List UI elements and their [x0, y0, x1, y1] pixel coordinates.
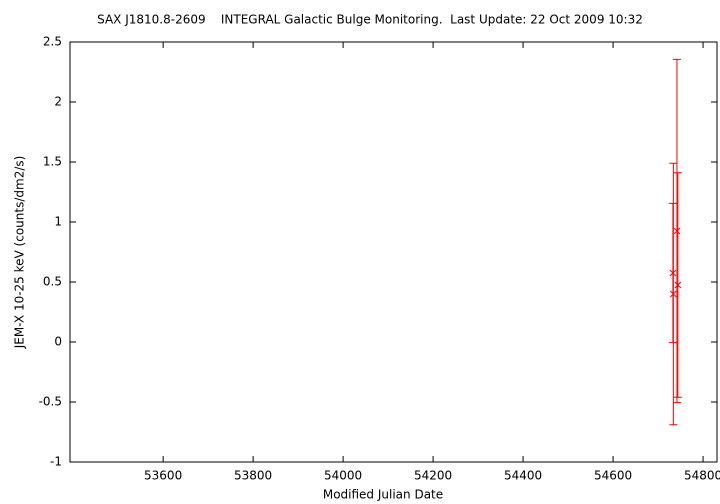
y-tick-label: 2.5	[43, 35, 62, 49]
y-tick-label: 1.5	[43, 155, 62, 169]
x-tick-label: 54800	[684, 469, 720, 483]
x-tick-label: 54200	[414, 469, 452, 483]
y-axis-label: JEM-X 10-25 keV (counts/dm2/s)	[13, 156, 27, 350]
y-tick-label: 2	[54, 95, 62, 109]
data-point	[670, 290, 677, 298]
x-tick-label: 53800	[234, 469, 272, 483]
y-tick-label: 1	[54, 215, 62, 229]
x-tick-label: 54400	[504, 469, 542, 483]
x-tick-label: 54000	[324, 469, 362, 483]
x-axis-label: Modified Julian Date	[323, 488, 443, 502]
y-tick-label: 0	[54, 335, 62, 349]
chart-title: SAX J1810.8-2609 INTEGRAL Galactic Bulge…	[97, 13, 643, 27]
plot-frame	[69, 41, 718, 463]
y-tick-label: -1	[50, 455, 62, 469]
data-point	[674, 281, 682, 289]
x-tick-label: 54600	[594, 469, 632, 483]
x-tick-label: 53600	[144, 469, 182, 483]
y-tick-label: -0.5	[39, 395, 62, 409]
y-tick-label: 0.5	[43, 275, 62, 289]
data-point	[673, 227, 681, 235]
